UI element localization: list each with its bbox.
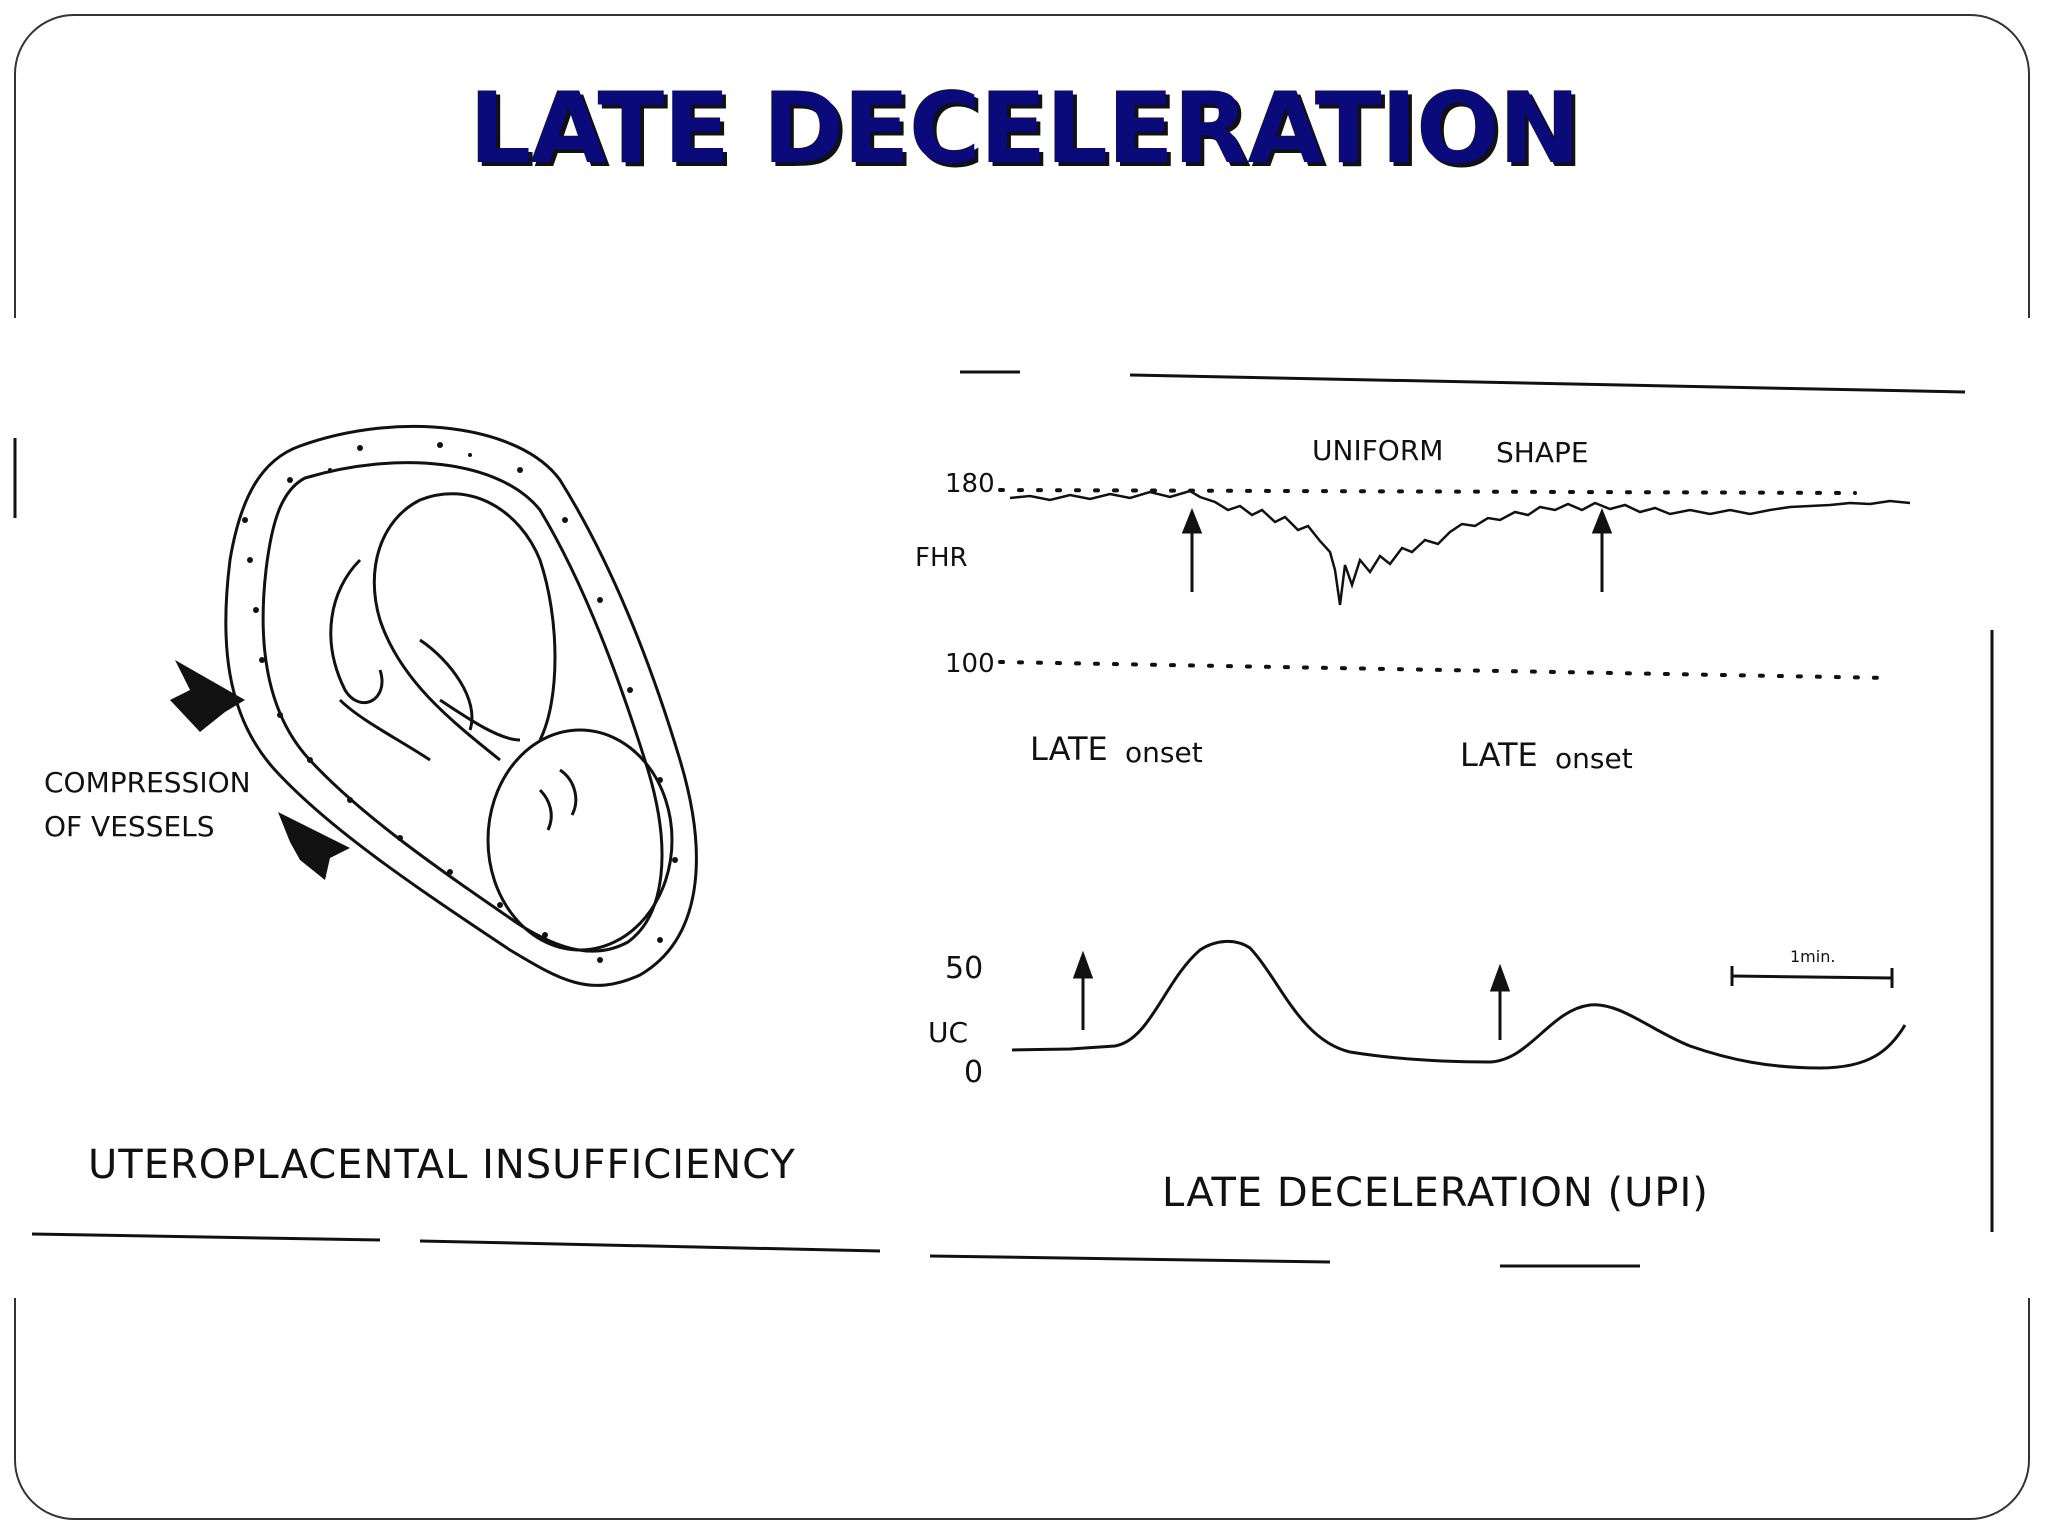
diagram-figure: COMPRESSION OF VESSELS UTEROPLACENTAL IN… <box>0 318 2048 1298</box>
ctg-tracing: UNIFORM SHAPE 180 FHR 100 LATE onset LAT… <box>915 434 1911 1216</box>
fhr-tick-180: 180 <box>945 469 995 499</box>
left-caption: UTEROPLACENTAL INSUFFICIENCY <box>88 1142 796 1188</box>
fetal-body <box>372 492 557 762</box>
compression-arrows <box>170 660 350 880</box>
uterus-illustration <box>224 424 698 987</box>
fhr-trace <box>1009 489 1911 606</box>
contraction-onset-arrows-uc <box>1072 950 1511 1040</box>
contraction-onset-arrows-fhr <box>1181 507 1613 592</box>
compression-label-line2: OF VESSELS <box>44 810 215 843</box>
right-caption: LATE DECELERATION (UPI) <box>1162 1170 1709 1216</box>
late-onset-1-late: LATE <box>1030 730 1108 768</box>
compression-arrow-upper <box>170 660 245 732</box>
compression-label-line1: COMPRESSION <box>44 766 251 799</box>
fetal-detail <box>538 768 578 831</box>
placenta-speckles <box>242 442 678 963</box>
compression-arrow-lower <box>278 812 350 880</box>
time-scale-label: 1min. <box>1790 947 1835 966</box>
uc-tick-50: 50 <box>945 951 983 986</box>
fhr-tick-100: 100 <box>945 649 995 679</box>
fhr-reference-180 <box>998 488 1857 495</box>
late-onset-1-onset: onset <box>1125 736 1203 769</box>
shape-label: SHAPE <box>1496 436 1589 469</box>
late-onset-2-late: LATE <box>1460 736 1538 774</box>
uc-axis-label: UC <box>928 1016 968 1049</box>
slide-title: LATE DECELERATION <box>468 72 1580 186</box>
fhr-reference-100 <box>998 660 1892 680</box>
time-scale-bar <box>1730 966 1894 988</box>
fetal-limbs <box>329 558 521 762</box>
fetal-head <box>486 728 674 952</box>
figure-frame <box>13 370 1994 1268</box>
fhr-axis-label: FHR <box>915 543 968 573</box>
uterus-outer-wall <box>224 424 698 987</box>
uniform-label: UNIFORM <box>1312 434 1443 467</box>
late-onset-2-onset: onset <box>1555 742 1633 775</box>
uterus-inner-wall <box>261 461 664 953</box>
uc-tick-0: 0 <box>964 1055 983 1090</box>
uc-trace <box>1011 940 1907 1070</box>
